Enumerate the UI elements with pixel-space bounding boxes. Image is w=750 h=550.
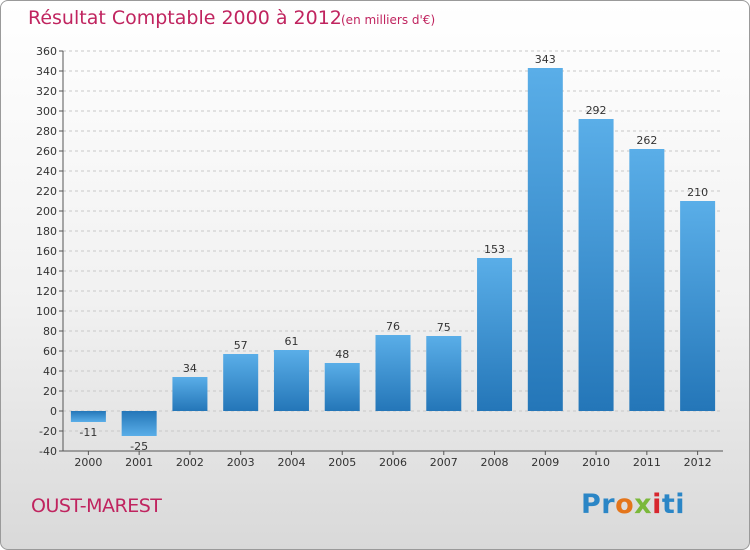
y-tick-label: 0 xyxy=(50,405,57,418)
x-tick-label: 2012 xyxy=(684,456,712,469)
bar xyxy=(375,335,411,411)
y-tick-label: 80 xyxy=(43,325,57,338)
y-tick-label: 120 xyxy=(36,285,57,298)
data-label: 34 xyxy=(183,362,197,375)
y-tick-label: 260 xyxy=(36,145,57,158)
y-tick-label: -20 xyxy=(39,425,57,438)
chart-title: Résultat Comptable 2000 à 2012 xyxy=(28,7,342,29)
y-tick-label: 360 xyxy=(36,45,57,58)
commune-name: OUST-MAREST xyxy=(31,495,162,517)
logo-part: i xyxy=(652,489,662,520)
x-tick-label: 2008 xyxy=(481,456,509,469)
data-label: 48 xyxy=(335,348,349,361)
x-tick-label: 2011 xyxy=(633,456,661,469)
x-tick-label: 2001 xyxy=(125,456,153,469)
bar xyxy=(527,68,563,411)
data-label: 61 xyxy=(284,335,298,348)
logo-part: Pr xyxy=(581,489,616,520)
bar xyxy=(172,377,208,411)
proxiti-logo: Proxiti xyxy=(581,489,685,520)
data-label: 57 xyxy=(234,339,248,352)
data-label: 292 xyxy=(586,104,607,117)
x-tick-label: 2003 xyxy=(227,456,255,469)
y-tick-label: 340 xyxy=(36,65,57,78)
bar xyxy=(629,149,665,411)
y-tick-label: 40 xyxy=(43,365,57,378)
y-tick-label: 200 xyxy=(36,205,57,218)
bar xyxy=(324,363,360,411)
data-label: 75 xyxy=(437,321,451,334)
x-tick-label: 2009 xyxy=(531,456,559,469)
x-tick-label: 2005 xyxy=(328,456,356,469)
data-label: 343 xyxy=(535,53,556,66)
y-tick-label: 20 xyxy=(43,385,57,398)
data-label: 76 xyxy=(386,320,400,333)
y-tick-label: 220 xyxy=(36,185,57,198)
logo-part: ti xyxy=(661,489,686,520)
data-label: 153 xyxy=(484,243,505,256)
y-tick-label: 240 xyxy=(36,165,57,178)
x-tick-label: 2004 xyxy=(277,456,305,469)
y-tick-label: 160 xyxy=(36,245,57,258)
bar xyxy=(578,119,614,411)
x-tick-label: 2002 xyxy=(176,456,204,469)
x-tick-label: 2006 xyxy=(379,456,407,469)
x-tick-label: 2000 xyxy=(74,456,102,469)
y-tick-label: 180 xyxy=(36,225,57,238)
logo-part: o xyxy=(615,489,635,520)
x-tick-label: 2007 xyxy=(430,456,458,469)
logo-part: x xyxy=(634,489,653,520)
data-label: 262 xyxy=(636,134,657,147)
y-tick-label: 320 xyxy=(36,85,57,98)
bar xyxy=(273,350,309,411)
y-tick-label: 280 xyxy=(36,125,57,138)
y-tick-label: 300 xyxy=(36,105,57,118)
bar xyxy=(426,336,462,411)
y-tick-label: 140 xyxy=(36,265,57,278)
bar xyxy=(70,411,106,422)
data-label: -11 xyxy=(79,426,97,439)
bar xyxy=(223,354,259,411)
y-tick-label: -40 xyxy=(39,445,57,458)
bar xyxy=(477,258,513,411)
y-tick-label: 60 xyxy=(43,345,57,358)
bar xyxy=(680,201,716,411)
y-tick-label: 100 xyxy=(36,305,57,318)
chart-subtitle: (en milliers d'€) xyxy=(341,13,436,27)
x-tick-label: 2010 xyxy=(582,456,610,469)
data-label: -25 xyxy=(130,440,148,453)
data-label: 210 xyxy=(687,186,708,199)
bar xyxy=(121,411,157,436)
